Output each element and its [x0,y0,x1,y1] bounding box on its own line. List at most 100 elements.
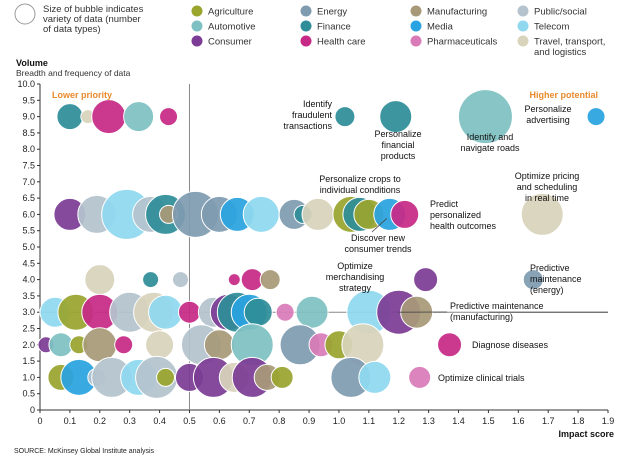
annotation-line: and scheduling [517,182,578,192]
bubble-travel-transport-and-logistics [520,192,564,236]
bubble-health-care [177,300,201,324]
x-tick-label: 0 [37,416,42,426]
annotation-line: Optimize clinical trials [438,373,525,383]
annotation-label: Discover new consumer trends [344,233,412,254]
legend-swatch [300,5,312,17]
legend-label: Media [427,22,454,33]
x-tick-label: 1.9 [602,416,615,426]
y-tick-label: 0.5 [22,389,35,399]
bubble-telecom [148,294,184,330]
annotation-label: Optimize merchandising strategy [326,261,385,293]
bubble-pharmaceuticals [408,365,432,389]
annotation-line: navigate roads [460,143,520,153]
size-legend-circle [14,3,36,25]
legend-swatch [191,35,203,47]
annotation-label: Identify fraudulent transactions [283,99,332,131]
y-tick-label: 5.5 [22,226,35,236]
bubble-telecom [358,360,392,394]
bubble-manufacturing [203,329,235,361]
annotation-line: Diagnose diseases [472,340,549,350]
bubble-health-care [437,332,463,358]
y-tick-label: 8.5 [22,128,35,138]
legend-item: Telecom [517,20,569,33]
legend-item: Energy [300,5,347,18]
annotation-line: individual conditions [320,185,401,195]
annotation-label: Personalize advertising [524,104,571,125]
bubble-agriculture [156,367,176,387]
annotation-line: Predictive [530,263,570,273]
annotation-line: financial [381,140,414,150]
annotation-line: Personalize [374,129,421,139]
bubble-manufacturing [259,269,281,291]
annotation-line: Identify and [467,132,514,142]
legend-item: Pharmaceuticals [410,35,497,48]
legend-item: Media [410,20,454,33]
legend-label: Energy [317,7,347,18]
y-tick-label: 2.5 [22,324,35,334]
annotation-label: Predict personalized health outcomes [430,199,497,231]
legend-label: Pharmaceuticals [427,37,497,48]
annotation-line: Predict [430,199,459,209]
bubble-health-care [91,99,127,135]
y-tick-label: 2.0 [22,340,35,350]
bubble-finance [243,297,273,327]
bubble-travel-transport-and-logistics [145,330,175,360]
legend-label: Manufacturing [427,7,487,18]
legend-label: Automotive [208,22,256,33]
bubble-consumer [413,267,439,293]
legend-label: Health care [317,37,366,48]
size-legend-line-3: of data types) [43,24,101,35]
bubble-automotive [48,332,74,358]
legend-item: Consumer [191,35,252,48]
y-tick-label: 6.5 [22,193,35,203]
legend-item: Travel, transport,and logistics [517,35,605,58]
quadrant-label-lower-priority: Lower priority [52,90,112,100]
legend-item: Manufacturing [410,5,487,18]
annotation-label: Optimize clinical trials [438,373,525,383]
y-tick-label: 9.0 [22,112,35,122]
legend-item: Finance [300,20,351,33]
annotation-line: health outcomes [430,221,497,231]
legend-label: Finance [317,22,351,33]
legend-item: Health care [300,35,366,48]
annotation-label: Identify and navigate roads [460,132,520,153]
bubble-manufacturing [82,327,118,363]
y-tick-label: 1.5 [22,356,35,366]
size-legend-line-2: variety of data (number [43,14,141,25]
bubble-automotive [457,89,513,145]
legend-swatch [191,5,203,17]
y-tick-label: 3.5 [22,291,35,301]
bubble-agriculture [270,365,294,389]
annotation-line: (manufacturing) [450,312,513,322]
x-tick-label: 1.5 [482,416,495,426]
x-tick-label: 0.7 [243,416,256,426]
bubble-pharmaceuticals [275,302,295,322]
source-note: SOURCE: McKinsey Global Institute analys… [14,448,155,455]
annotation-line: (energy) [530,285,564,295]
bubble-travel-transport-and-logistics [301,197,335,231]
x-tick-label: 0.8 [273,416,286,426]
y-tick-label: 5.0 [22,242,35,252]
legend-item: Agriculture [191,5,253,18]
bubble-public-social [172,271,190,289]
legend-item: Automotive [191,20,256,33]
x-tick-label: 1.1 [363,416,376,426]
x-tick-label: 0.9 [303,416,316,426]
y-tick-label: 7.5 [22,161,35,171]
annotation-line: personalized [430,210,481,220]
annotation-line: Personalize [524,104,571,114]
x-tick-label: 0.5 [183,416,196,426]
y-tick-label: 9.5 [22,95,35,105]
bubble-finance [142,271,160,289]
y-axis-title: Volume [16,58,48,68]
y-tick-label: 10.0 [17,79,35,89]
legend-label: Telecom [534,22,569,33]
legend-swatch [300,35,312,47]
annotation-line: transactions [283,121,332,131]
bubble-telecom [242,195,280,233]
x-tick-label: 1.8 [572,416,585,426]
annotation-line: maintenance [530,274,582,284]
x-tick-label: 1.7 [542,416,555,426]
annotation-line: advertising [526,115,570,125]
legend-label: Consumer [208,37,252,48]
